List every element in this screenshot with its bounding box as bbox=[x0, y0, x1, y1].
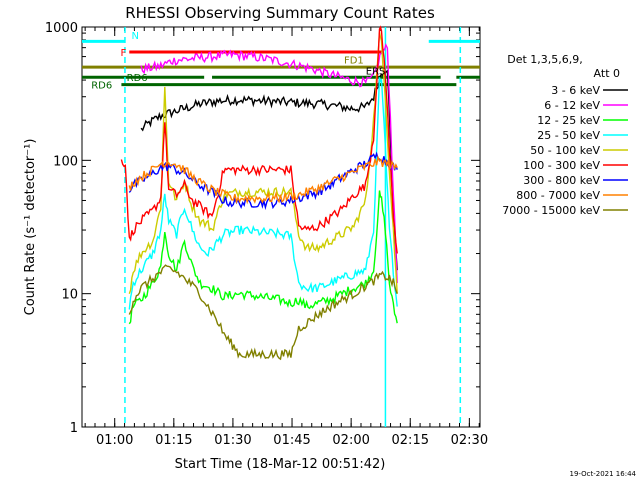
legend-label-3: 25 - 50 keV bbox=[537, 129, 600, 142]
plot-area: 1 10 100 1000 01:00 01:15 01:30 01:45 02:00 02:15… bbox=[45, 21, 488, 448]
state-bar-label: RD6 bbox=[91, 81, 112, 92]
y-tick-label: 1 bbox=[70, 421, 78, 436]
series-line-6 bbox=[128, 151, 398, 211]
series-line-1 bbox=[140, 42, 398, 284]
y-tick-label: 10 bbox=[61, 288, 78, 303]
series-line-3 bbox=[128, 77, 398, 310]
legend-label-6: 300 - 800 keV bbox=[523, 174, 600, 187]
legend-label-2: 12 - 25 keV bbox=[537, 114, 600, 127]
x-tick-label: 01:30 bbox=[214, 433, 251, 448]
x-tick-label: 02:30 bbox=[451, 433, 488, 448]
legend-header-line2: Att 0 bbox=[594, 67, 620, 80]
legend-label-4: 50 - 100 keV bbox=[530, 144, 600, 157]
legend-label-5: 100 - 300 keV bbox=[523, 159, 600, 172]
series-line-5 bbox=[120, 25, 398, 254]
legend-label-7: 800 - 7000 keV bbox=[516, 189, 600, 202]
legend-label-8: 7000 - 15000 keV bbox=[502, 204, 600, 217]
x-tick-label: 01:15 bbox=[155, 433, 192, 448]
x-tick-label: 01:45 bbox=[273, 433, 310, 448]
y-tick-label: 1000 bbox=[45, 21, 78, 36]
y-tick-label: 100 bbox=[53, 154, 78, 169]
x-tick-label: 01:00 bbox=[96, 433, 133, 448]
x-tick-label: 02:15 bbox=[392, 433, 429, 448]
plot-frame bbox=[81, 26, 481, 428]
legend-label-1: 6 - 12 keV bbox=[544, 99, 600, 112]
legend-label-0: 3 - 6 keV bbox=[551, 84, 600, 97]
x-tick-label: 02:00 bbox=[332, 433, 369, 448]
state-bar-label: RD6 bbox=[127, 73, 148, 84]
series-line-7 bbox=[128, 154, 398, 205]
y-axis-label: Count Rate (s⁻¹ detector⁻¹) bbox=[23, 139, 38, 316]
chart-title: RHESSI Observing Summary Count Rates bbox=[125, 4, 435, 22]
series-line-0 bbox=[140, 69, 398, 271]
x-axis-label: Start Time (18-Mar-12 00:51:42) bbox=[175, 457, 386, 472]
state-bar-label: FD1 bbox=[344, 56, 364, 67]
state-bar-label: ERS bbox=[366, 67, 386, 78]
legend-header-line1: Det 1,3,5,6,9, bbox=[507, 53, 583, 66]
legend: 3 - 6 keV 6 - 12 keV 12 - 25 keV 25 - 50 ke… bbox=[502, 84, 628, 217]
generation-timestamp: 19-Oct-2021 16:44 bbox=[570, 470, 637, 478]
series-line-2 bbox=[128, 190, 398, 325]
state-bar-label: F bbox=[120, 48, 126, 59]
series-line-8 bbox=[128, 264, 398, 361]
series-line-4 bbox=[128, 32, 398, 294]
state-bar-label: N bbox=[131, 31, 138, 42]
